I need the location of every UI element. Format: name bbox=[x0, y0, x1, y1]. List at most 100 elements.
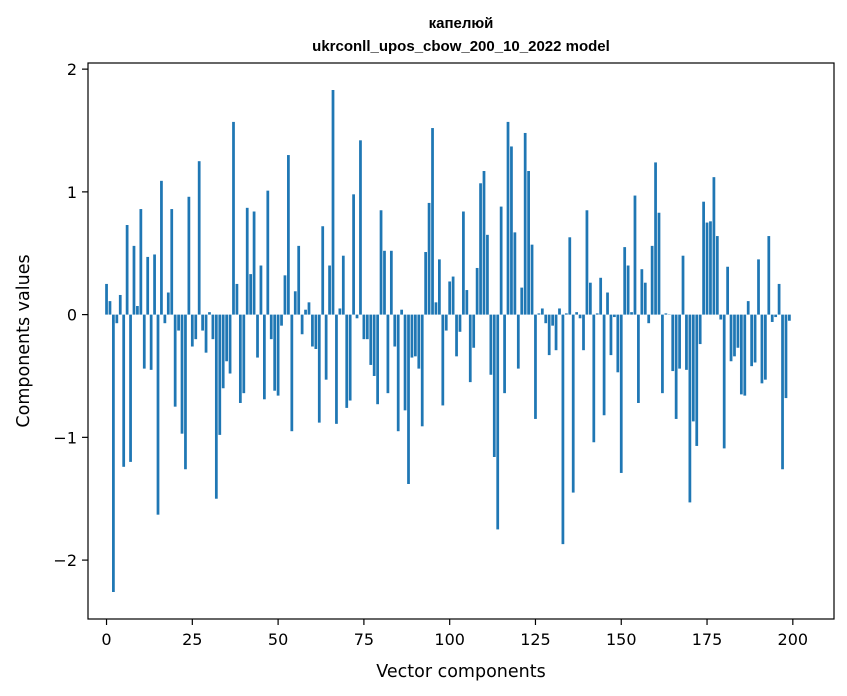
bar-88 bbox=[407, 314, 410, 484]
bar-185 bbox=[739, 314, 743, 395]
bar-89 bbox=[410, 314, 414, 358]
bar-11 bbox=[142, 314, 146, 369]
bar-157 bbox=[643, 282, 647, 315]
bar-115 bbox=[499, 206, 503, 315]
bar-98 bbox=[441, 314, 445, 406]
bar-193 bbox=[767, 236, 771, 315]
bar-110 bbox=[482, 171, 486, 315]
x-tick-label: 150 bbox=[606, 630, 637, 649]
bar-93 bbox=[424, 252, 428, 315]
bar-4 bbox=[118, 294, 122, 315]
bar-55 bbox=[293, 291, 297, 315]
bar-79 bbox=[376, 314, 379, 405]
bar-121 bbox=[520, 287, 524, 315]
bar-38 bbox=[235, 283, 239, 315]
bar-12 bbox=[146, 256, 150, 315]
bar-199 bbox=[788, 314, 791, 321]
bar-100 bbox=[448, 281, 452, 315]
bar-104 bbox=[462, 211, 465, 315]
bar-119 bbox=[513, 232, 517, 315]
bar-25 bbox=[190, 314, 194, 347]
bar-160 bbox=[654, 162, 657, 315]
bar-169 bbox=[685, 314, 688, 370]
bar-23 bbox=[184, 314, 187, 470]
bar-140 bbox=[585, 210, 589, 315]
bar-196 bbox=[777, 283, 781, 315]
bar-15 bbox=[156, 314, 160, 515]
x-tick-label: 25 bbox=[182, 630, 202, 649]
bar-1 bbox=[108, 301, 112, 315]
bar-54 bbox=[290, 314, 294, 432]
x-axis-label: Vector components bbox=[376, 662, 545, 682]
bar-14 bbox=[153, 254, 156, 315]
bar-6 bbox=[125, 225, 129, 315]
bar-35 bbox=[225, 314, 229, 362]
bar-184 bbox=[736, 314, 740, 348]
bar-116 bbox=[503, 314, 506, 394]
plot-frame bbox=[87, 62, 835, 620]
bar-8 bbox=[132, 245, 136, 315]
bar-155 bbox=[637, 314, 640, 403]
bar-175 bbox=[705, 222, 709, 315]
bar-94 bbox=[427, 202, 431, 315]
x-tick-label: 0 bbox=[101, 630, 111, 649]
bar-149 bbox=[616, 314, 620, 373]
bar-57 bbox=[300, 314, 304, 335]
bar-186 bbox=[743, 314, 747, 396]
bar-74 bbox=[359, 140, 362, 315]
chart-subtitle: ukrconll_upos_cbow_200_10_2022 model bbox=[312, 38, 610, 55]
bar-189 bbox=[753, 314, 757, 363]
bar-107 bbox=[472, 314, 476, 348]
bar-2 bbox=[112, 314, 115, 592]
y-tick-label: −1 bbox=[53, 428, 77, 447]
bar-106 bbox=[468, 314, 472, 383]
bar-188 bbox=[750, 314, 754, 367]
bar-132 bbox=[558, 308, 561, 315]
bar-90 bbox=[413, 314, 417, 357]
bar-95 bbox=[431, 128, 434, 315]
bar-36 bbox=[228, 314, 232, 374]
bar-41 bbox=[245, 207, 249, 315]
y-axis-label: Components values bbox=[14, 254, 34, 427]
bar-48 bbox=[269, 314, 273, 340]
bar-125 bbox=[534, 314, 537, 419]
bar-179 bbox=[719, 314, 723, 320]
bar-32 bbox=[214, 314, 218, 499]
bar-37 bbox=[232, 121, 235, 315]
bar-182 bbox=[729, 314, 733, 362]
bar-187 bbox=[746, 301, 750, 315]
bar-84 bbox=[393, 314, 397, 347]
chart-title: капелюй bbox=[429, 15, 494, 32]
bar-190 bbox=[757, 259, 760, 315]
bar-30 bbox=[208, 312, 211, 315]
bar-20 bbox=[173, 314, 177, 407]
bar-61 bbox=[314, 314, 318, 349]
bar-26 bbox=[194, 314, 198, 340]
bar-33 bbox=[218, 314, 222, 435]
bar-183 bbox=[733, 314, 736, 357]
bar-138 bbox=[578, 314, 582, 319]
bar-68 bbox=[338, 308, 342, 315]
bar-76 bbox=[365, 314, 369, 340]
bar-137 bbox=[575, 312, 579, 315]
bar-129 bbox=[547, 314, 551, 356]
bar-130 bbox=[551, 314, 554, 326]
bar-73 bbox=[355, 314, 359, 319]
bar-49 bbox=[273, 314, 277, 391]
bar-158 bbox=[647, 314, 651, 324]
x-tick-label: 100 bbox=[434, 630, 465, 649]
bar-82 bbox=[386, 314, 390, 394]
y-tick-label: 1 bbox=[67, 183, 77, 202]
bar-77 bbox=[369, 314, 373, 365]
bar-198 bbox=[784, 314, 788, 399]
bar-127 bbox=[540, 308, 544, 315]
bar-109 bbox=[479, 183, 482, 315]
bar-75 bbox=[362, 314, 366, 340]
bar-10 bbox=[139, 209, 143, 315]
bar-159 bbox=[650, 245, 654, 315]
bar-165 bbox=[671, 314, 675, 372]
bar-18 bbox=[166, 292, 170, 315]
bar-142 bbox=[592, 314, 596, 443]
bar-171 bbox=[691, 314, 695, 422]
bar-114 bbox=[496, 314, 500, 530]
